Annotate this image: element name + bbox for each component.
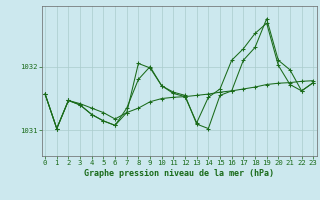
X-axis label: Graphe pression niveau de la mer (hPa): Graphe pression niveau de la mer (hPa) [84, 169, 274, 178]
